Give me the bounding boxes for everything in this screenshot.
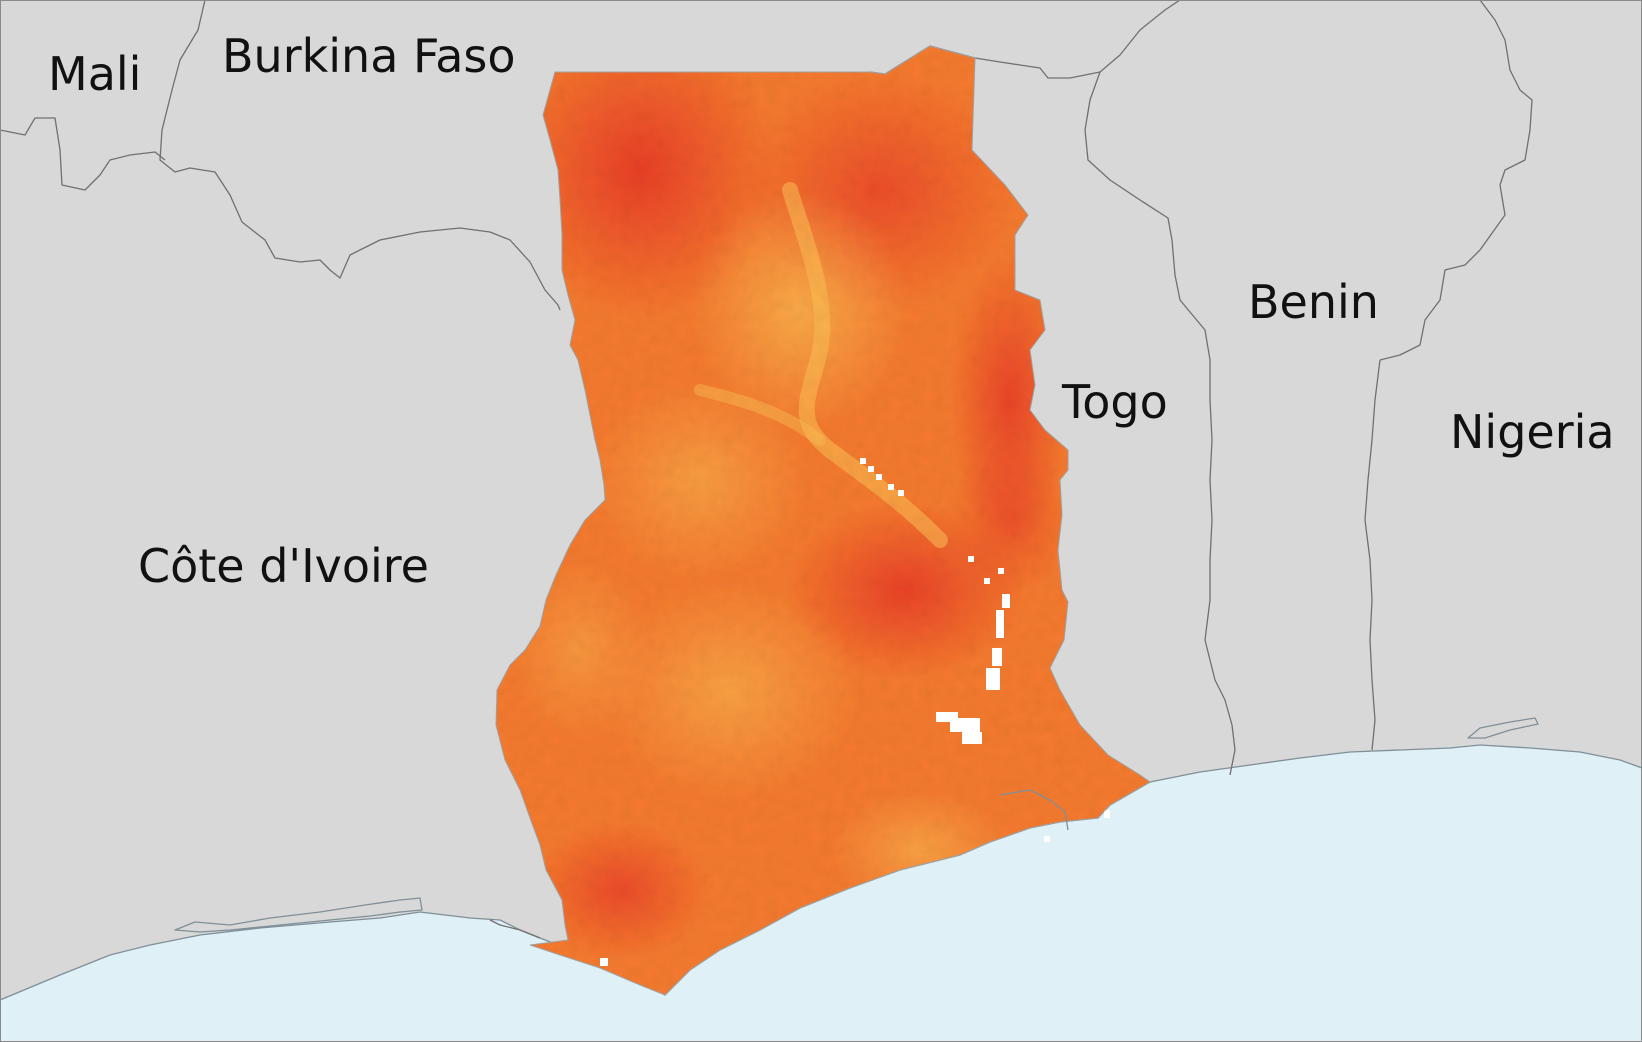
no-data-cells <box>600 458 1110 966</box>
label-benin: Benin <box>1248 275 1379 329</box>
label-cote-divoire: Côte d'Ivoire <box>138 539 429 593</box>
coastal-lagoon-east <box>1467 717 1539 739</box>
country-borders <box>0 0 1533 939</box>
ghana-heatmap <box>495 45 1151 996</box>
volta-estuary <box>999 789 1069 831</box>
label-nigeria: Nigeria <box>1450 405 1615 459</box>
ghana-outline <box>495 45 1151 996</box>
label-togo: Togo <box>1061 375 1168 429</box>
label-burkina-faso: Burkina Faso <box>222 29 516 83</box>
label-mali: Mali <box>48 47 141 101</box>
coastal-lagoon-west <box>174 897 423 933</box>
